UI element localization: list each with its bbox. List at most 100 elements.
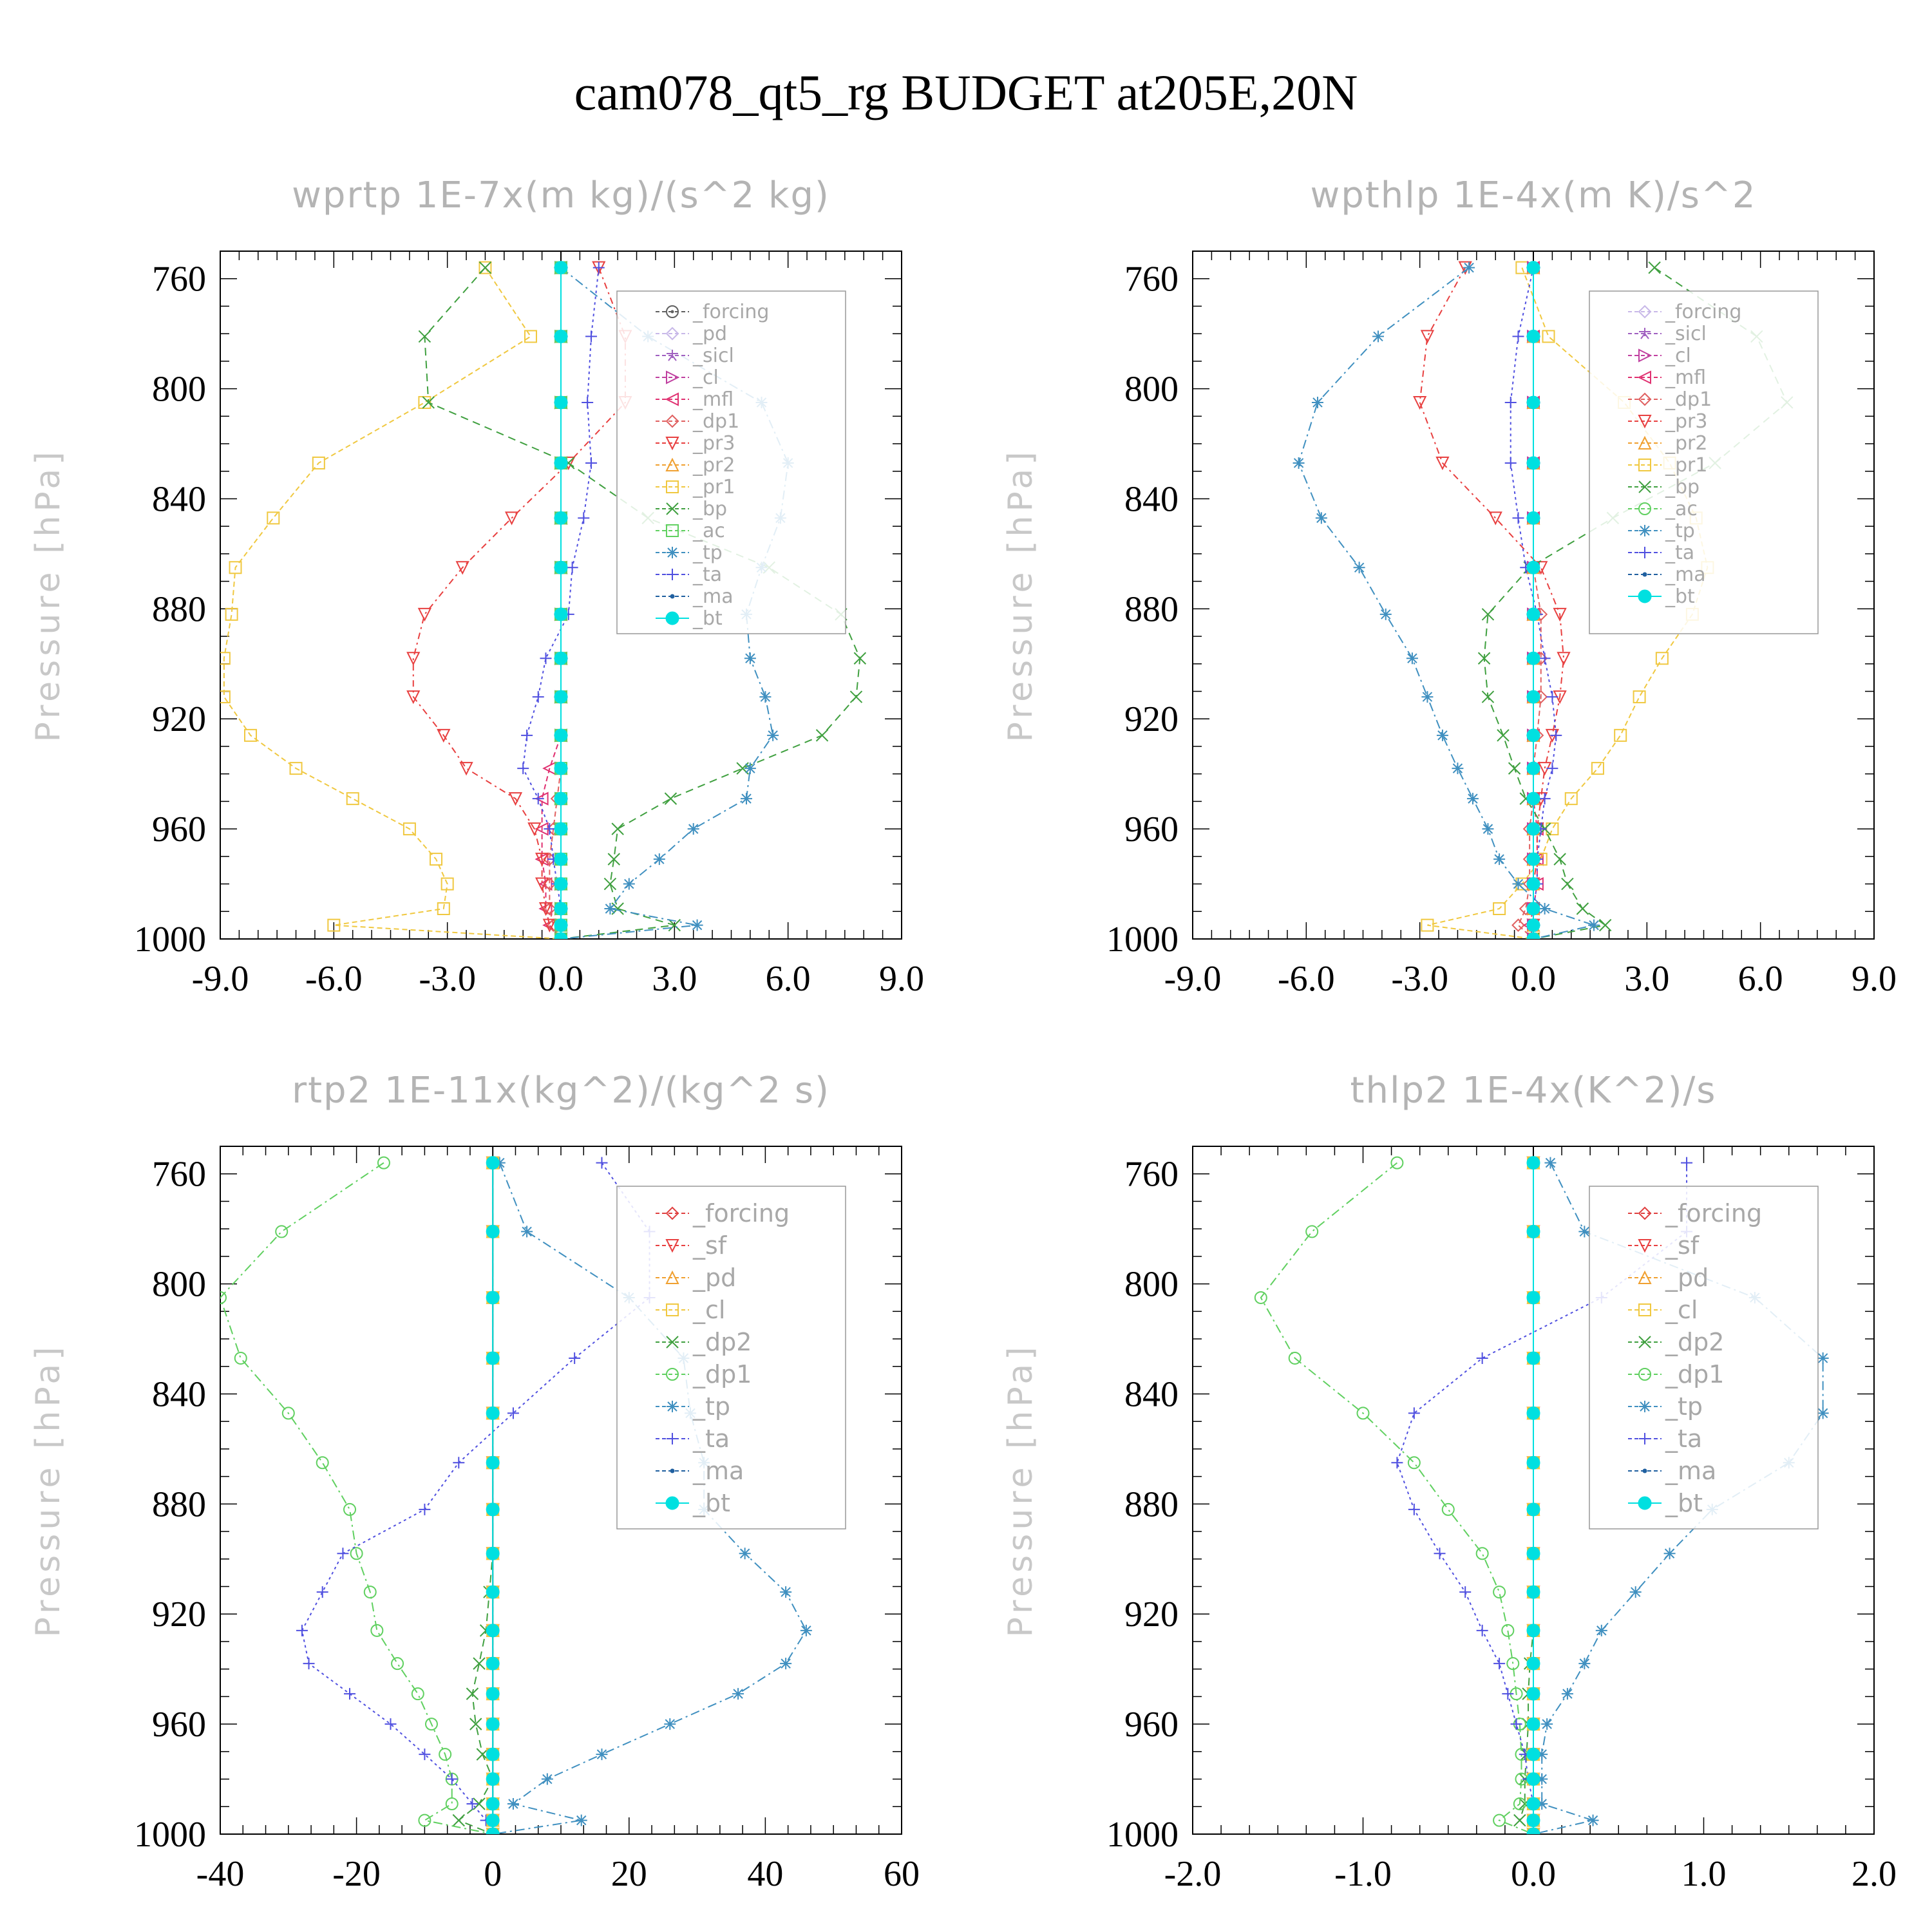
- y-tick-label: 1000: [1106, 920, 1179, 960]
- data-point: [732, 1688, 744, 1700]
- legend-label: _forcing: [1665, 301, 1741, 323]
- data-point: [554, 932, 568, 939]
- data-point: [486, 1827, 500, 1834]
- legend-label: _sf: [1665, 1231, 1700, 1260]
- legend-item: _ta: [656, 1425, 730, 1453]
- data-point: [554, 261, 568, 275]
- legend-label: _forcing: [1665, 1199, 1762, 1227]
- data-point: [1546, 762, 1558, 775]
- legend-marker: [1639, 547, 1651, 558]
- legend-marker: [1638, 459, 1651, 471]
- data-point: [780, 1658, 792, 1670]
- data-point: [542, 918, 556, 933]
- panel-4: 760 800 840 880 920 960 1000-2.0 -1.0 0.0 1.0 2.0 t…: [1001, 1070, 1897, 1894]
- data-point: [344, 1688, 356, 1700]
- data-point: [486, 1687, 500, 1701]
- data-point: [411, 1687, 424, 1701]
- series_bt: [554, 261, 568, 939]
- series-line: [541, 267, 562, 939]
- data-point: [1353, 562, 1365, 574]
- legend-item: _bp: [1628, 476, 1700, 498]
- legend-label: _dp1: [1665, 1360, 1724, 1388]
- data-point: [424, 1718, 438, 1731]
- data-point: [486, 1406, 500, 1420]
- data-point: [554, 918, 568, 933]
- data-point: [1526, 1156, 1540, 1170]
- legend-item: _dp1: [656, 410, 739, 433]
- legend-label: _pd: [692, 1264, 736, 1292]
- legend-item: _forcing: [1628, 301, 1741, 323]
- data-point: [554, 511, 568, 525]
- data-point: [225, 607, 238, 621]
- data-point: [478, 261, 492, 274]
- data-point: [1595, 1624, 1607, 1636]
- legend-label: _dp2: [1665, 1328, 1724, 1356]
- legend-marker: [1638, 1206, 1652, 1220]
- data-point: [1504, 396, 1517, 408]
- data-point: [538, 902, 553, 916]
- x-tick-label: -6.0: [1278, 959, 1335, 999]
- data-point: [1501, 1624, 1515, 1637]
- data-point: [446, 1773, 458, 1785]
- y-tick-label: 800: [1124, 1265, 1179, 1305]
- data-point: [1561, 1688, 1573, 1700]
- y-tick-label: 800: [152, 1265, 206, 1305]
- legend-item: _sicl: [656, 345, 734, 367]
- series-group: [220, 260, 867, 939]
- series-group: [220, 1155, 812, 1834]
- x-tick-label: 3.0: [1624, 959, 1669, 999]
- data-point: [585, 330, 598, 343]
- y-tick-label: 920: [152, 699, 206, 739]
- data-point: [542, 918, 556, 933]
- data-point: [486, 1502, 500, 1517]
- data-point: [504, 511, 519, 526]
- data-point: [535, 853, 549, 867]
- legend-item: _bt: [656, 1489, 730, 1517]
- data-point: [780, 1586, 792, 1598]
- data-point: [607, 853, 620, 866]
- data-point: [486, 1624, 500, 1638]
- x-tick-label: 3.0: [652, 959, 697, 999]
- legend-item: _pr2: [656, 454, 735, 477]
- x-tick-label: 20: [611, 1854, 647, 1894]
- panel-title: wpthlp 1E-4x(m K)/s^2: [1310, 175, 1756, 216]
- legend-item: _pr3: [656, 432, 735, 455]
- legend-marker: [1638, 305, 1652, 319]
- data-point: [1633, 690, 1646, 704]
- data-point: [1526, 1747, 1540, 1761]
- data-point: [1476, 1624, 1488, 1636]
- legend-marker: [667, 350, 678, 361]
- series_tp: [1293, 261, 1600, 939]
- panel-title: rtp2 1E-11x(kg^2)/(kg^2 s): [292, 1070, 830, 1112]
- legend-label: _ma: [1665, 1457, 1716, 1485]
- data-point: [554, 761, 568, 775]
- data-point: [1420, 330, 1435, 344]
- data-point: [517, 762, 529, 775]
- data-point: [303, 1658, 315, 1670]
- tick-marks: [1192, 251, 1875, 940]
- data-point: [1526, 1224, 1540, 1238]
- y-tick-label: 960: [1124, 1705, 1179, 1745]
- data-point: [234, 1351, 247, 1365]
- legend-label: _sicl: [692, 345, 734, 367]
- data-point: [1506, 1657, 1520, 1671]
- data-point: [437, 728, 451, 743]
- data-point: [1526, 1546, 1540, 1560]
- panel-title: thlp2 1E-4x(K^2)/s: [1350, 1070, 1717, 1112]
- legend-label: _tp: [692, 542, 723, 564]
- legend-marker: [666, 1368, 679, 1381]
- data-point: [1288, 1351, 1302, 1365]
- data-point: [440, 877, 454, 891]
- data-point: [1526, 607, 1540, 621]
- data-point: [1591, 762, 1604, 775]
- legend-marker: [665, 392, 679, 406]
- data-point: [554, 690, 568, 704]
- y-tick-label: 800: [152, 370, 206, 410]
- legend-label: _ta: [692, 564, 722, 586]
- legend-label: _pd: [692, 323, 727, 345]
- series-line: [301, 1162, 650, 1834]
- data-point: [473, 1657, 486, 1670]
- data-point: [554, 456, 568, 470]
- data-point: [1526, 877, 1540, 891]
- data-point: [603, 877, 617, 891]
